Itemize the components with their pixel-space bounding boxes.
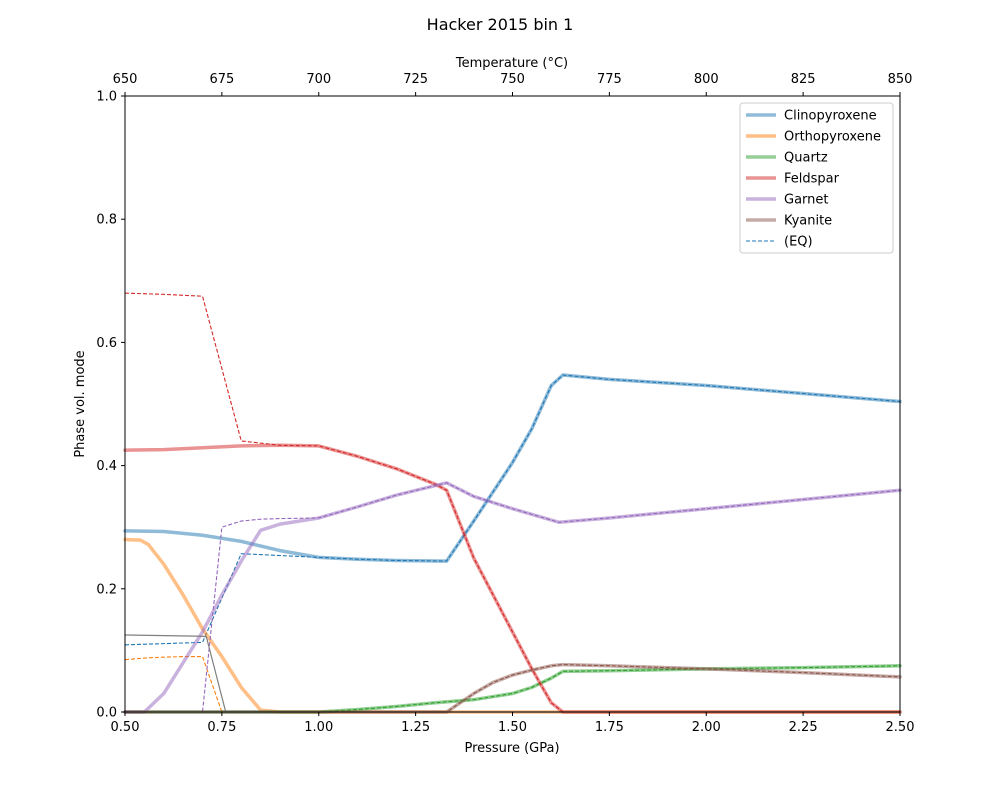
x-tick-label: 2.00 (692, 720, 721, 735)
chart-title: Hacker 2015 bin 1 (427, 15, 574, 34)
y-tick-label: 0.8 (96, 213, 117, 228)
y-axis-label: Phase vol. mode (73, 350, 88, 457)
legend-label: Kyanite (784, 214, 832, 229)
x-tick-label: 2.50 (886, 720, 915, 735)
x-tick-label: 1.00 (304, 720, 333, 735)
y-tick-label: 1.0 (96, 90, 117, 105)
series-line-feldspar (123, 443, 902, 714)
x-axis-label: Pressure (GPa) (464, 741, 559, 756)
x-tick-label: 0.75 (207, 720, 236, 735)
x-tick-label: 2.25 (789, 720, 818, 735)
x-tick-label: 0.50 (111, 720, 140, 735)
legend-label: (EQ) (784, 235, 813, 250)
y-tick-label: 0.0 (96, 706, 117, 721)
series-line-clinopyroxene (123, 373, 902, 563)
x-tick-label: 1.75 (595, 720, 624, 735)
top-x-tick-label: 700 (306, 72, 331, 87)
top-x-axis-label: Temperature (°C) (455, 56, 568, 71)
top-x-tick-label: 800 (694, 72, 719, 87)
legend-label: Quartz (784, 151, 828, 166)
legend-label: Garnet (784, 193, 829, 208)
y-tick-label: 0.4 (96, 459, 117, 474)
top-x-tick-label: 775 (597, 72, 622, 87)
legend: Clinopyroxene Orthopyroxene Quartz Feldspar… (739, 102, 894, 254)
x-tick-label: 1.50 (498, 720, 527, 735)
legend-label: Feldspar (784, 172, 840, 187)
top-x-tick-label: 650 (113, 72, 138, 87)
top-x-tick-label: 725 (403, 72, 428, 87)
top-x-tick-label: 825 (791, 72, 816, 87)
eq-line-kyanite (125, 664, 901, 713)
legend-box (739, 102, 894, 254)
y-tick-label: 0.2 (96, 582, 117, 597)
eq-line-garnet (125, 482, 901, 713)
y-tick-label: 0.6 (96, 336, 117, 351)
top-x-tick-label: 850 (888, 72, 913, 87)
series-line-garnet (123, 481, 902, 714)
legend-label: Clinopyroxene (784, 109, 877, 124)
plot-area: 0.50 0.75 1.00 1.25 1.50 1.75 2.00 2.25 2.50 0.0 0… (96, 72, 914, 735)
legend-label: Orthopyroxene (784, 130, 881, 145)
series-line-orthopyroxene (123, 537, 902, 714)
top-x-tick-label: 750 (500, 72, 525, 87)
eq-line-clinopyroxene (124, 374, 901, 646)
top-x-tick-label: 675 (209, 72, 234, 87)
eq-line-feldspar (124, 292, 900, 713)
x-tick-label: 1.25 (401, 720, 430, 735)
